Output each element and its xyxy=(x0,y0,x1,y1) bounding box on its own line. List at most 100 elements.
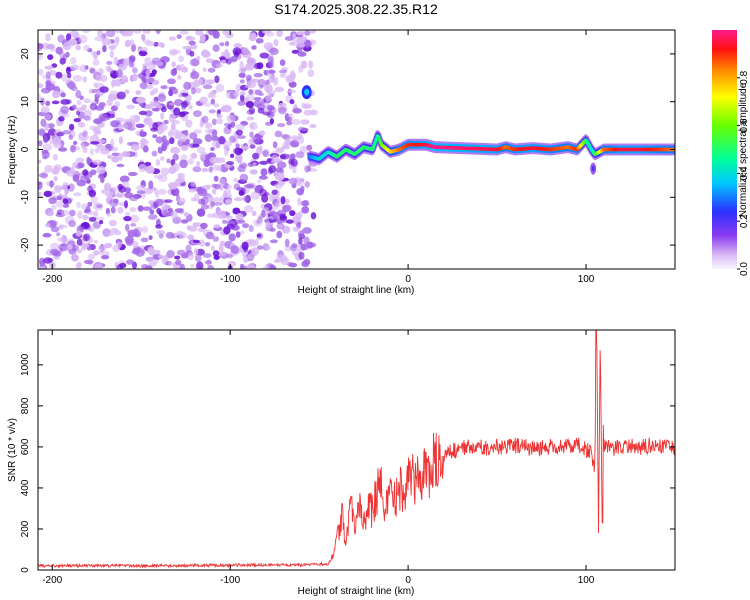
noise-blob xyxy=(213,183,221,190)
noise-blob xyxy=(65,33,72,41)
noise-blob xyxy=(72,174,80,182)
noise-blob xyxy=(142,206,152,211)
noise-blob xyxy=(299,36,308,43)
noise-blob xyxy=(252,162,257,166)
noise-blob xyxy=(166,158,171,164)
noise-blob xyxy=(90,196,98,204)
noise-blob xyxy=(286,154,293,159)
noise-blob xyxy=(152,134,158,139)
noise-blob xyxy=(196,208,206,217)
noise-blob xyxy=(44,65,54,70)
noise-blob xyxy=(106,60,113,65)
noise-blob xyxy=(298,237,303,246)
noise-blob xyxy=(265,245,271,250)
noise-blob xyxy=(292,226,300,232)
noise-blob xyxy=(221,59,226,64)
noise-blob xyxy=(238,148,244,154)
noise-blob xyxy=(225,31,234,39)
noise-blob xyxy=(38,181,43,186)
track-core xyxy=(371,145,376,150)
noise-blob xyxy=(110,138,115,148)
noise-blob xyxy=(218,244,224,253)
noise-blob xyxy=(104,182,111,192)
noise-blob xyxy=(221,105,232,113)
noise-blob xyxy=(253,62,261,70)
noise-blob xyxy=(235,231,241,238)
noise-blob xyxy=(144,161,152,167)
noise-blob xyxy=(279,59,286,66)
noise-blob xyxy=(49,242,60,251)
noise-blob xyxy=(246,116,255,121)
noise-blob xyxy=(268,194,274,202)
noise-blob xyxy=(95,105,105,111)
noise-blob xyxy=(196,55,201,61)
noise-blob xyxy=(190,263,195,268)
noise-blob xyxy=(123,215,132,222)
noise-blob xyxy=(298,210,303,219)
noise-blob xyxy=(228,233,236,242)
noise-blob xyxy=(301,260,310,268)
noise-blob xyxy=(304,165,311,173)
noise-blob xyxy=(160,156,165,161)
noise-blob xyxy=(154,249,161,255)
noise-blob xyxy=(200,204,209,210)
noise-blob xyxy=(226,184,232,190)
noise-blob xyxy=(83,109,92,118)
noise-blob xyxy=(96,50,101,56)
noise-blob xyxy=(176,176,186,183)
noise-blob xyxy=(77,210,83,219)
noise-blob xyxy=(256,179,262,184)
noise-blob xyxy=(180,145,189,151)
noise-blob xyxy=(275,147,285,154)
noise-blob xyxy=(297,197,302,206)
noise-blob xyxy=(276,30,283,37)
noise-blob xyxy=(286,116,293,123)
noise-blob xyxy=(207,67,216,73)
noise-blob xyxy=(101,255,110,260)
y-tick-label: 1000 xyxy=(20,353,31,376)
noise-blob xyxy=(271,158,280,164)
noise-blob xyxy=(223,193,233,199)
noise-blob xyxy=(261,209,266,218)
noise-blob xyxy=(118,136,123,145)
noise-blob xyxy=(173,49,181,55)
noise-blob xyxy=(265,221,271,228)
noise-blob xyxy=(38,140,43,147)
noise-blob xyxy=(47,123,55,129)
noise-blob xyxy=(43,135,48,144)
noise-blob xyxy=(110,206,116,214)
noise-blob xyxy=(284,238,290,248)
noise-blob xyxy=(136,190,146,195)
noise-blob xyxy=(78,34,88,44)
noise-blob xyxy=(300,127,309,132)
noise-blob xyxy=(98,248,104,256)
noise-blob xyxy=(171,185,177,190)
noise-blob xyxy=(68,220,76,228)
noise-blob xyxy=(265,93,272,102)
noise-blob xyxy=(68,134,74,140)
noise-blob xyxy=(296,43,306,48)
noise-blob xyxy=(201,167,209,173)
noise-blob xyxy=(77,162,85,169)
noise-blob xyxy=(139,128,144,137)
noise-blob xyxy=(47,54,54,60)
noise-blob xyxy=(195,30,204,36)
noise-blob xyxy=(175,259,182,266)
noise-blob xyxy=(274,86,284,93)
noise-blob xyxy=(129,214,140,223)
noise-blob xyxy=(82,169,89,176)
noise-blob xyxy=(181,101,189,108)
noise-blob xyxy=(132,240,139,249)
noise-blob xyxy=(116,91,126,100)
noise-blob xyxy=(41,42,50,50)
noise-blob xyxy=(93,250,100,256)
noise-blob xyxy=(107,67,112,72)
noise-blob xyxy=(249,32,257,41)
noise-blob xyxy=(204,134,213,142)
noise-blob xyxy=(113,56,119,65)
noise-blob xyxy=(142,30,151,34)
noise-blob xyxy=(58,116,65,122)
noise-blob xyxy=(126,259,135,265)
noise-blob xyxy=(60,105,69,114)
noise-blob xyxy=(79,64,88,73)
